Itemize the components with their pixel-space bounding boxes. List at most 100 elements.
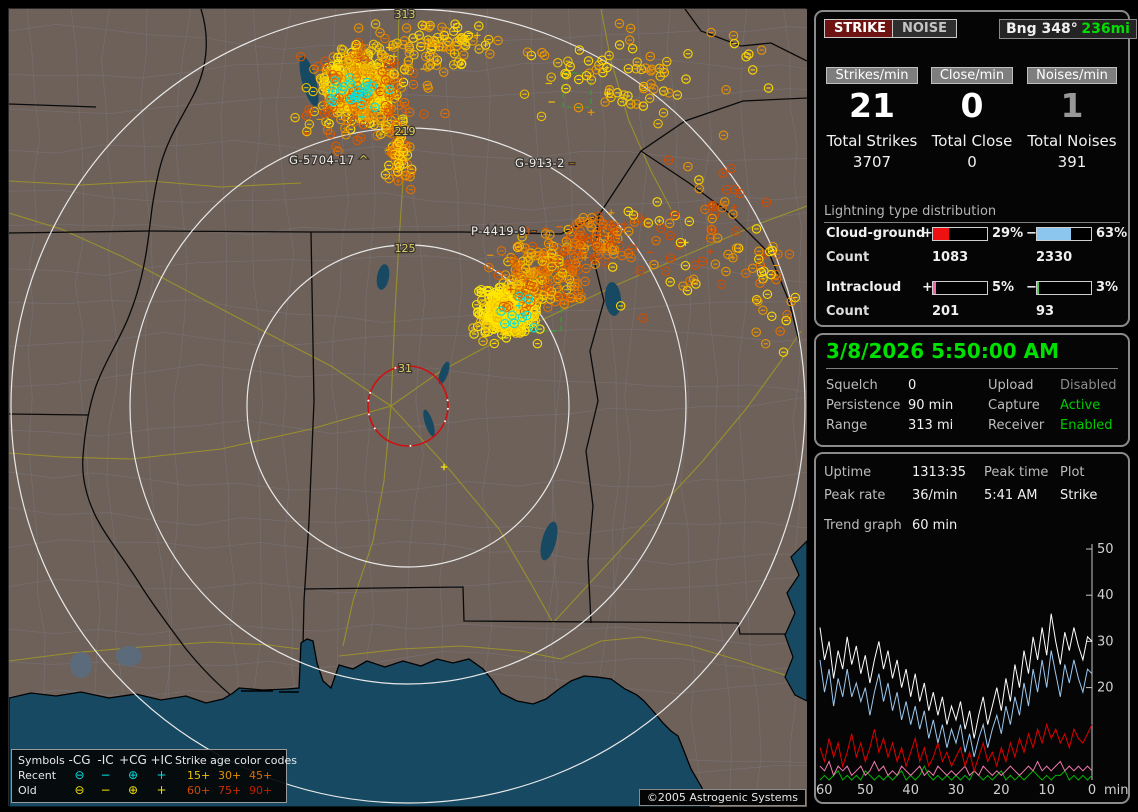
legend-col--ic: -IC [93,753,118,768]
total-strikes-value: 3707 [822,153,922,171]
bearing-indicator: Bng 348° 236mi [999,19,1137,39]
noises-rate: 1 [1022,86,1122,126]
session-row: Peak rate 36/min 5:41 AM Strike [816,488,1128,508]
svg-text:50: 50 [1097,542,1114,557]
map-legend: Symbols -CG -IC +CG +IC Strike age color… [11,749,287,803]
total-close-value: 0 [922,153,1022,171]
storm-cell-label: P-4419-9 – [471,224,537,238]
ic-pos-count: 201 [932,304,959,319]
svg-text:30: 30 [948,783,965,798]
range-ring-label: 31 [398,362,412,375]
age-code-90: 90+ [249,783,280,798]
receiver-status: Enabled [1060,418,1113,433]
total-noises-value: 391 [1022,153,1122,171]
svg-text:40: 40 [902,783,919,798]
ic-neg-old-icon: − [93,783,118,798]
storm-cell-label: G-5704-17 ^ [289,153,369,167]
range-ring-label: 219 [395,125,416,138]
ic-neg-count: 93 [1036,304,1054,319]
close-counter: Close/min 0 Total Close 0 [922,64,1022,171]
cg-neg-recent-icon: ⊖ [66,768,93,783]
legend-row-old: Old [18,783,66,798]
total-strikes-label: Total Strikes [822,132,922,150]
legend-row-recent: Recent [18,768,66,783]
bearing-value: Bng 348° [1006,21,1078,37]
peak-time-value: 5:41 AM [984,488,1037,503]
ic-pos-recent-icon: + [148,768,175,783]
cloud-ground-row: Cloud-ground + 29% − 63% [824,226,1120,242]
close-rate: 0 [922,86,1022,126]
age-code-60: 60+ [187,783,218,798]
ic-neg-pct: 3% [1096,280,1118,295]
intracloud-count-row: Count 201 93 [824,304,1120,320]
range-ring-label: 313 [395,9,416,21]
peak-rate-value: 36/min [912,488,957,503]
total-noises-label: Total Noises [1022,132,1122,150]
svg-text:60: 60 [816,783,833,798]
noises-per-min-chip[interactable]: Noises/min [1027,67,1117,84]
strikes-rate: 21 [822,86,922,126]
ic-neg-bar [1036,281,1092,295]
trend-panel: Uptime 1313:35 Peak time Plot Peak rate … [814,452,1130,804]
close-per-min-chip[interactable]: Close/min [931,67,1013,84]
legend-col-+cg: +CG [118,753,148,768]
app-window: 31 125 219 313 G-5704-17 ^ G-913-2 – P-4419-9 … [0,0,1138,812]
ic-pos-pct: 5% [992,280,1014,295]
capture-status: Active [1060,398,1100,413]
trend-graph: 20 30 40 50 60 50 40 30 20 10 0 min [816,532,1132,802]
trend-window-value: 60 min [912,518,957,533]
cloud-ground-count-row: Count 1083 2330 [824,250,1120,266]
legend-col-+ic: +IC [148,753,175,768]
session-row: Uptime 1313:35 Peak time Plot [816,465,1128,485]
cg-neg-old-icon: ⊖ [66,783,93,798]
cg-pos-recent-icon: ⊕ [118,768,148,783]
ic-pos-bar [932,281,988,295]
distance-value: 236mi [1081,21,1130,37]
upload-status: Disabled [1060,378,1116,393]
svg-text:0: 0 [1088,783,1096,798]
age-code-45: 45+ [249,768,280,783]
uptime-value: 1313:35 [912,465,966,480]
map-canvas[interactable]: 31 125 219 313 G-5704-17 ^ G-913-2 – P-4419-9 … [9,9,807,807]
strike-toggle-button[interactable]: STRIKE [824,19,896,38]
cg-pos-old-icon: ⊕ [118,783,148,798]
svg-text:10: 10 [1038,783,1055,798]
cg-pos-bar [932,227,988,241]
cg-pos-count: 1083 [932,250,968,265]
cg-neg-pct: 63% [1096,226,1127,241]
noise-toggle-button[interactable]: NOISE [892,19,957,38]
legend-age-header: Strike age color codes [175,753,280,768]
age-code-30: 30+ [218,768,249,783]
lightning-map[interactable]: 31 125 219 313 G-5704-17 ^ G-913-2 – P-4419-9 … [8,8,806,806]
svg-text:40: 40 [1097,588,1114,603]
persistence-value: 90 min [908,398,953,413]
ic-neg-recent-icon: − [93,768,118,783]
svg-text:50: 50 [857,783,874,798]
svg-text:20: 20 [993,783,1010,798]
storm-cell-label: G-913-2 – [515,156,575,170]
strikes-counter: Strikes/min 21 Total Strikes 3707 [822,64,922,171]
ic-pos-old-icon: + [148,783,175,798]
status-row: Squelch 0 Upload Disabled [816,378,1128,398]
status-row: Persistence 90 min Capture Active [816,398,1128,418]
plot-mode-value: Strike [1060,488,1097,503]
datetime-display: 3/8/2026 5:50:00 AM [826,339,1118,369]
cg-neg-bar [1036,227,1092,241]
distribution-title: Lightning type distribution [824,204,1120,223]
counter-panel: STRIKE NOISE Bng 348° 236mi Strikes/min … [814,10,1130,327]
strikes-per-min-chip[interactable]: Strikes/min [826,67,917,84]
svg-text:min: min [1104,783,1129,798]
legend-col--cg: -CG [66,753,93,768]
age-code-75: 75+ [218,783,249,798]
range-value: 313 mi [908,418,953,433]
noises-counter: Noises/min 1 Total Noises 391 [1022,64,1122,171]
svg-text:30: 30 [1097,634,1114,649]
cg-neg-count: 2330 [1036,250,1072,265]
svg-text:20: 20 [1097,681,1114,696]
intracloud-row: Intracloud + 5% − 3% [824,280,1120,296]
copyright-label: ©2005 Astrogenic Systems [639,789,806,806]
legend-header: Symbols [18,753,66,768]
status-panel: 3/8/2026 5:50:00 AM Squelch 0 Upload Dis… [814,333,1130,447]
total-close-label: Total Close [922,132,1022,150]
range-ring-label: 125 [395,242,416,255]
